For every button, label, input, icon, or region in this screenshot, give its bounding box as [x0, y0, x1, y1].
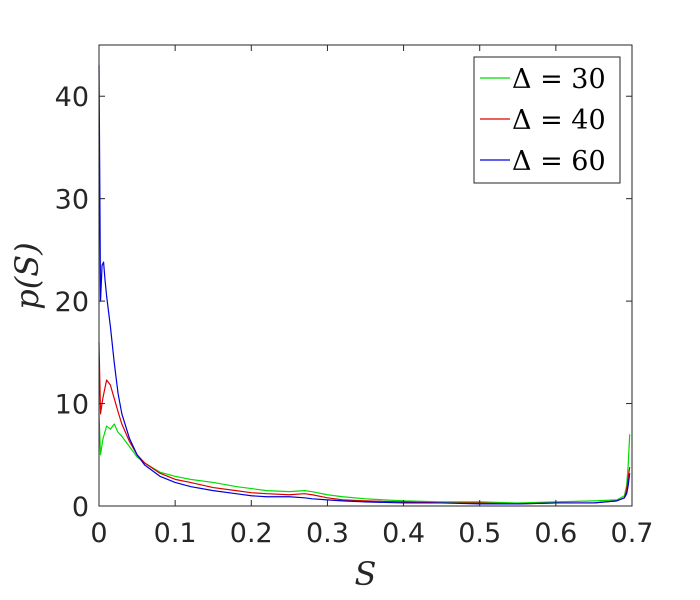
- legend-label-1: Δ = 30: [512, 64, 606, 95]
- legend: Δ = 30 Δ = 40 Δ = 60: [473, 56, 621, 184]
- axis-layer: 0 0.1 0.2 0.3 0.4 0.5 0.6 0.7 0 10 20 30 40: [55, 45, 654, 549]
- x-tick-label: 0.5: [458, 518, 501, 549]
- x-tick-label: 0.4: [382, 518, 425, 549]
- x-tick-label: 0.7: [611, 518, 654, 549]
- x-tick-label: 0.2: [230, 518, 273, 549]
- legend-label-2: Δ = 40: [512, 105, 606, 136]
- y-tick-label: 30: [55, 185, 89, 216]
- y-tick-label: 0: [72, 492, 89, 523]
- y-tick-label: 10: [55, 390, 89, 421]
- x-tick-label: 0.6: [534, 518, 577, 549]
- series-layer: [98, 65, 631, 505]
- x-tick-label: 0.3: [306, 518, 349, 549]
- series-line-3: [98, 65, 631, 505]
- x-axis-label: S: [355, 555, 377, 593]
- y-tick-label: 40: [55, 82, 89, 113]
- x-tick-label: 0: [90, 518, 107, 549]
- x-tick-label: 0.1: [154, 518, 197, 549]
- y-tick-label: 20: [55, 287, 89, 318]
- legend-label-3: Δ = 60: [512, 146, 606, 177]
- plot-border: [98, 44, 633, 507]
- series-line-1: [98, 413, 631, 504]
- y-axis-label: p(S): [8, 242, 46, 309]
